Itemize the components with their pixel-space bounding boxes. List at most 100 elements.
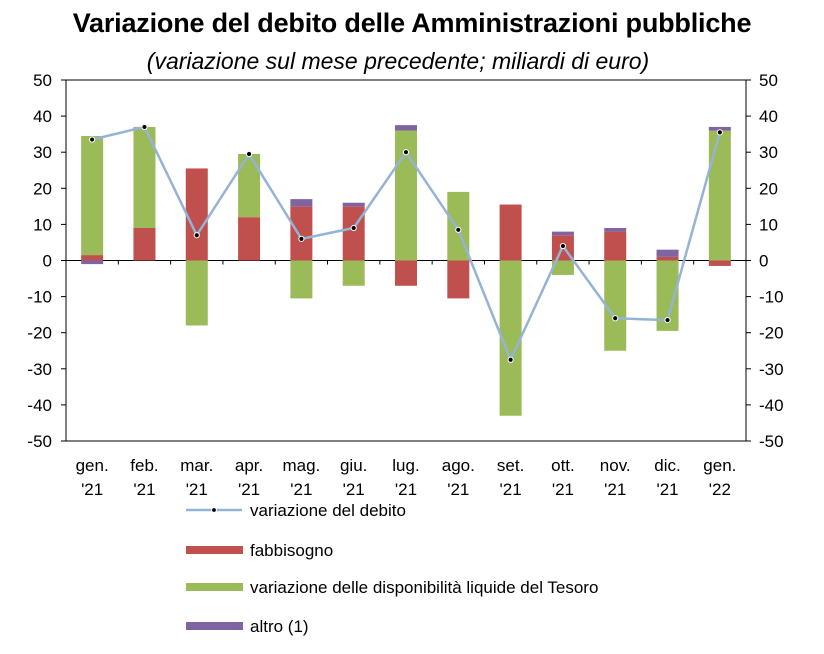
x-category-year-label: '21 [447, 480, 469, 499]
y2-tick-label-right: 50 [759, 71, 778, 90]
y2-tick-label-right: 30 [759, 143, 778, 162]
bar-altro [551, 231, 574, 236]
y-tick-label-left: -50 [27, 432, 52, 451]
line-point [455, 226, 462, 233]
y2-tick-label-right: 0 [759, 252, 768, 271]
bar-fabbisogno [708, 260, 731, 266]
bar-variazione [656, 260, 679, 331]
x-category-label: apr. [235, 456, 263, 475]
y2-tick-label-right: -10 [759, 288, 784, 307]
bar-variazione [238, 154, 261, 218]
bar-variazione [133, 126, 156, 229]
bar-fabbisogno [290, 206, 313, 261]
x-category-year-label: '21 [604, 480, 626, 499]
legend-swatch [186, 546, 243, 554]
y2-tick-label-right: -30 [759, 360, 784, 379]
legend-label: altro (1) [250, 617, 309, 636]
y-tick-label-left: 30 [33, 143, 52, 162]
bar-variazione [551, 260, 574, 275]
x-category-year-label: '21 [133, 480, 155, 499]
x-category-year-label: '21 [81, 480, 103, 499]
line-point [89, 136, 96, 143]
x-category-label: giu. [340, 456, 367, 475]
bar-altro [342, 202, 365, 207]
bar-fabbisogno [185, 168, 208, 261]
y-tick-label-left: 40 [33, 107, 52, 126]
bar-variazione [395, 130, 417, 261]
bar-variazione [290, 260, 313, 299]
legend-line-marker [211, 507, 217, 513]
x-category-label: mar. [180, 456, 213, 475]
bar-altro [656, 249, 679, 257]
chart-subtitle: (variazione sul mese precedente; miliard… [146, 48, 650, 74]
y-tick-label-left: 20 [33, 179, 52, 198]
line-point [193, 232, 200, 239]
x-category-label: ott. [551, 456, 575, 475]
x-category-label: mag. [282, 456, 320, 475]
chart-title: Variazione del debito delle Amministrazi… [72, 8, 752, 38]
line-point [141, 123, 148, 131]
x-category-year-label: '21 [552, 480, 574, 499]
x-category-label: gen. [76, 456, 109, 475]
bar-fabbisogno [81, 255, 104, 261]
bar-fabbisogno [342, 206, 365, 261]
y-tick-label-left: 10 [33, 215, 52, 234]
legend-swatch [186, 622, 243, 630]
line-point [559, 242, 567, 250]
x-category-year-label: '21 [186, 480, 208, 499]
bar-variazione [499, 260, 522, 416]
bar-variazione [185, 260, 208, 326]
bar-fabbisogno [447, 260, 470, 299]
y2-tick-label-right: -40 [759, 396, 784, 415]
bar-variazione [708, 130, 731, 261]
x-category-label: set. [497, 456, 524, 475]
bar-fabbisogno [395, 260, 417, 286]
bar-fabbisogno [604, 231, 627, 261]
bar-fabbisogno [133, 228, 156, 261]
x-category-label: gen. [703, 456, 736, 475]
y-tick-label-left: -10 [27, 288, 52, 307]
bar-fabbisogno [499, 204, 522, 261]
bar-altro [708, 126, 731, 131]
y2-tick-label-right: 20 [759, 179, 778, 198]
bar-altro [395, 125, 417, 131]
line-point [298, 235, 305, 242]
legend-label: variazione del debito [250, 501, 406, 520]
x-category-year-label: '21 [343, 480, 365, 499]
legend-label: fabbisogno [250, 541, 333, 560]
line-point [402, 149, 410, 156]
bar-variazione [604, 260, 627, 351]
bar-fabbisogno [656, 256, 679, 261]
y2-tick-label-right: 10 [759, 215, 778, 234]
x-category-year-label: '21 [500, 480, 522, 499]
y-tick-label-left: -30 [27, 360, 52, 379]
y2-tick-label-right: -50 [759, 432, 784, 451]
legend-swatch [186, 583, 243, 591]
legend-label: variazione delle disponibilità liquide d… [250, 578, 598, 597]
line-point [716, 129, 723, 136]
bar-altro [81, 260, 104, 265]
plot-area: 50 50 40 40 30 30 20 20 10 10 0 0 -10 -10 -20 -20 -30 -30… [27, 71, 783, 499]
bar-altro [290, 199, 313, 207]
bar-variazione [342, 260, 365, 286]
y-tick-label-left: -20 [27, 324, 52, 343]
line-point [350, 224, 357, 232]
x-category-year-label: '21 [238, 480, 260, 499]
x-category-label: lug. [392, 456, 419, 475]
bar-fabbisogno [238, 217, 261, 261]
line-point [612, 315, 619, 322]
bar-variazione [81, 135, 104, 256]
y-tick-label-left: 0 [43, 252, 52, 271]
legend: variazione del debito fabbisogno variazion… [186, 501, 598, 636]
line-point [507, 356, 514, 363]
line-point [664, 316, 671, 324]
x-category-label: dic. [654, 456, 680, 475]
x-category-label: ago. [442, 456, 475, 475]
x-category-year-label: '21 [290, 480, 312, 499]
y2-tick-label-right: -20 [759, 324, 784, 343]
y2-tick-label-right: 40 [759, 107, 778, 126]
bar-altro [604, 228, 627, 232]
x-category-label: nov. [600, 456, 631, 475]
line-point [245, 150, 253, 158]
